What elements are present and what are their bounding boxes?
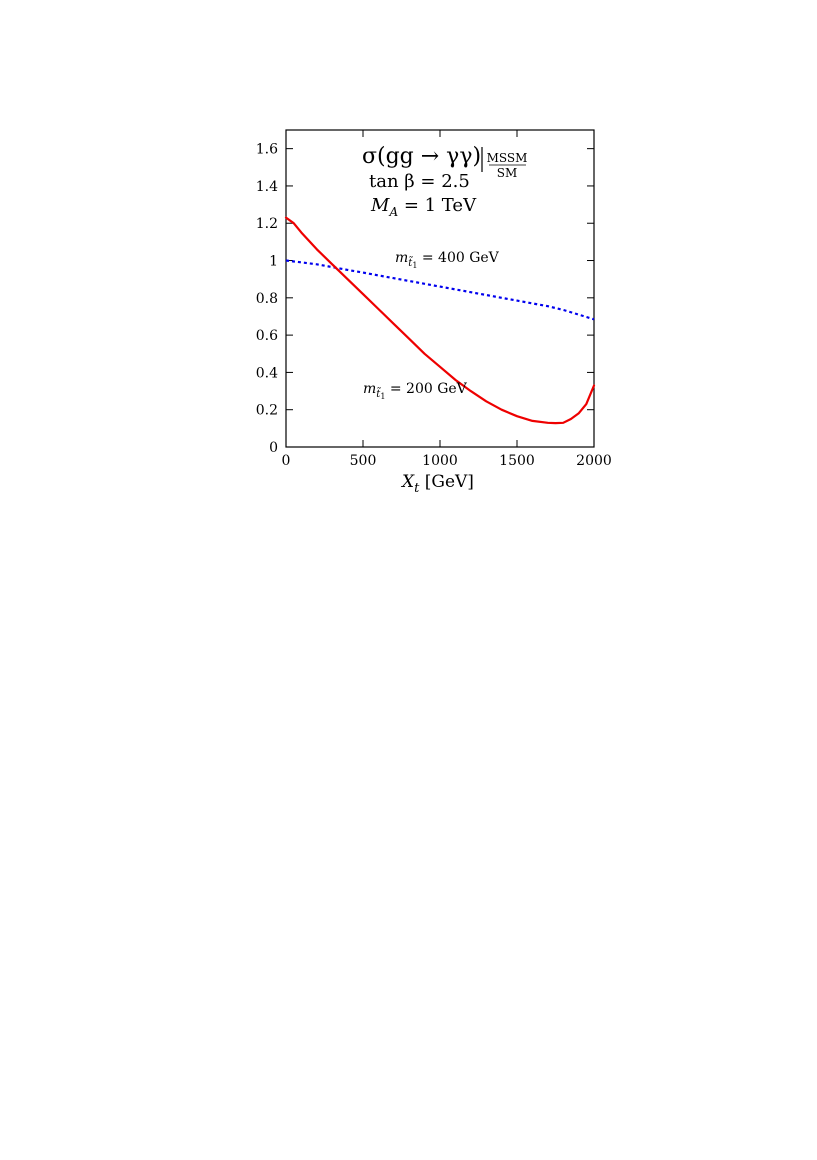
chart-title-main: σ(gg → γγ) — [362, 144, 481, 169]
y-tick-label: 1 — [269, 254, 278, 270]
y-tick-label: 0 — [269, 440, 278, 456]
series-label-200: mt̃1 = 200 GeV — [363, 381, 468, 401]
y-tick-label: 0.4 — [256, 365, 278, 381]
series-label-400: mt̃1 = 400 GeV — [395, 250, 500, 270]
x-tick-label: 500 — [350, 453, 377, 469]
axis-ticks — [285, 130, 595, 448]
annotation-ma: MA = 1 TeV — [370, 195, 477, 219]
annotation-ma-subscript: A — [388, 205, 398, 219]
y-tick-label: 1.4 — [256, 179, 278, 195]
annotation-ma-value: = 1 TeV — [398, 195, 477, 216]
y-tick-label: 0.6 — [256, 328, 278, 344]
x-axis-label: Xt [GeV] — [400, 472, 474, 496]
annotation-ma-symbol: M — [370, 195, 390, 216]
y-tick-label: 0.8 — [256, 291, 278, 307]
title-ratio-denominator: SM — [497, 166, 518, 180]
annotation-tanb: tan β = 2.5 — [369, 171, 470, 192]
axis-tick-labels: 0 500 1000 1500 2000 0 0.2 0.4 0.6 0.8 1 1.2 1.4 1.6 — [256, 142, 612, 469]
y-tick-label: 1.2 — [256, 216, 278, 232]
y-tick-label: 1.6 — [256, 142, 278, 158]
x-tick-label: 2000 — [576, 453, 612, 469]
chart-title: σ(gg → γγ) — [362, 144, 481, 169]
x-tick-label: 1500 — [499, 453, 535, 469]
x-tick-label: 0 — [282, 453, 291, 469]
series-lines — [284, 216, 596, 425]
series-line-1 — [284, 216, 596, 425]
x-tick-label: 1000 — [422, 453, 458, 469]
y-tick-label: 0.2 — [256, 403, 278, 419]
title-ratio-numerator: MSSM — [487, 151, 528, 165]
series-line-0 — [285, 259, 595, 321]
